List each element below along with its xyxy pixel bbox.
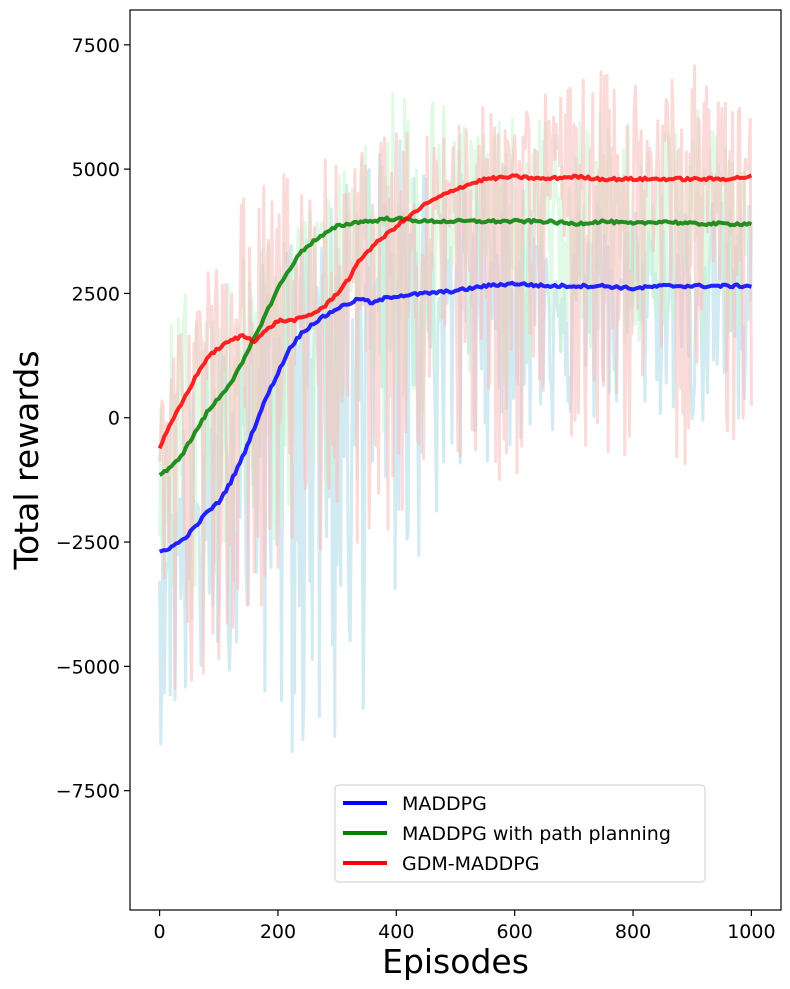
legend-label-0: MADDPG <box>402 793 487 815</box>
x-tick-label: 200 <box>260 921 296 943</box>
y-tick-label: 7500 <box>72 35 120 57</box>
smoothed-series-layer <box>157 173 753 554</box>
smoothed-line-2 <box>157 173 753 450</box>
smoothed-line-0 <box>158 280 752 554</box>
legend: MADDPG MADDPG with path planning GDM-MADDP… <box>334 784 706 883</box>
plot-frame <box>129 9 782 911</box>
y-tick-label: −2500 <box>56 532 120 554</box>
legend-label-2: GDM-MADDPG <box>402 853 539 875</box>
y-tick-label: −7500 <box>56 781 120 803</box>
x-tick-label: 0 <box>154 921 166 943</box>
legend-label-1: MADDPG with path planning <box>402 823 671 845</box>
x-tick-label: 400 <box>378 921 414 943</box>
legend-box <box>334 784 706 883</box>
y-tick-label: 0 <box>108 408 120 430</box>
x-tick-label: 600 <box>497 921 533 943</box>
x-tick-label: 800 <box>615 921 651 943</box>
y-axis: −7500 −5000 −2500 0 2500 5000 7500 <box>56 35 130 803</box>
x-axis-title: Episodes <box>382 942 529 981</box>
raw-series-layer <box>158 64 753 753</box>
raw-line-2 <box>158 64 753 690</box>
y-tick-label: 5000 <box>72 159 120 181</box>
y-tick-label: 2500 <box>72 283 120 305</box>
y-tick-label: −5000 <box>56 656 120 678</box>
x-tick-label: 1000 <box>727 921 775 943</box>
y-axis-title: Total rewards <box>7 350 46 570</box>
smoothed-line-1 <box>158 215 753 477</box>
x-axis: 0 200 400 600 800 1000 <box>154 910 776 943</box>
